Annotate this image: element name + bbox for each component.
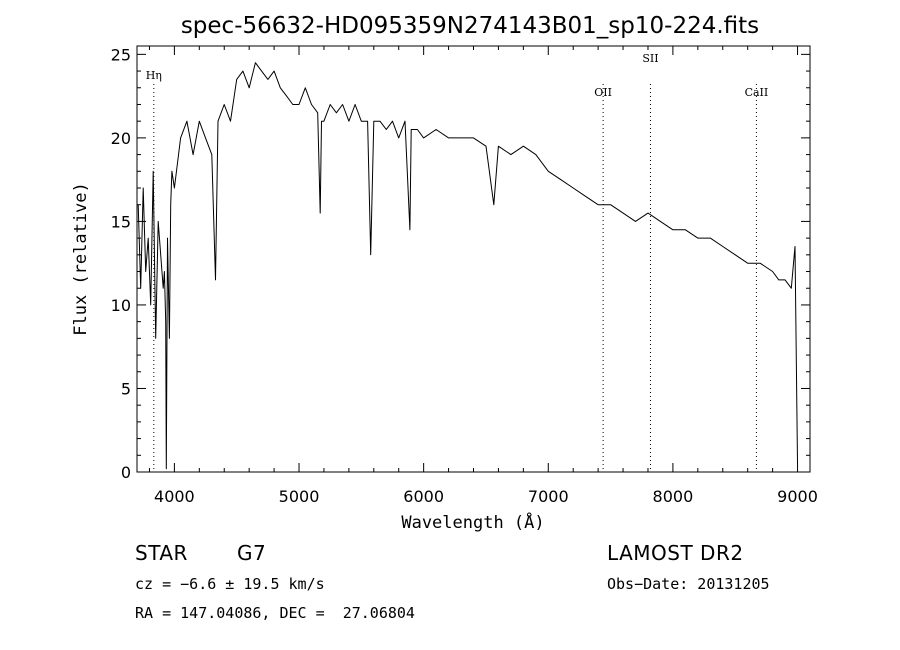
redshift-text: cz = −6.6 ± 19.5 km/s	[135, 575, 325, 593]
y-tick-label: 25	[111, 45, 131, 64]
object-type: STAR	[135, 541, 188, 565]
x-axis-ticks: 4000 5000 6000 7000 8000 9000	[148, 46, 818, 506]
survey-label: LAMOST DR2	[607, 541, 744, 565]
y-tick-label: 20	[111, 129, 131, 148]
chart-title: spec-56632-HD095359N274143B01_sp10-224.f…	[181, 13, 759, 39]
y-tick-label: 15	[111, 212, 131, 231]
x-tick-label: 4000	[154, 487, 195, 506]
spectrum-series	[137, 62, 798, 470]
line-marker-label: Hη	[146, 69, 162, 82]
line-marker-label: SII	[642, 52, 658, 65]
obs-date-text: Obs−Date: 20131205	[607, 575, 770, 593]
plot-frame	[136, 45, 811, 473]
x-tick-label: 5000	[279, 487, 320, 506]
line-marker-label: CaII	[745, 86, 769, 99]
y-axis-label: Flux (relative)	[71, 182, 91, 336]
x-tick-label: 7000	[528, 487, 569, 506]
x-tick-label: 9000	[777, 487, 818, 506]
line-markers: Hη OII SII CaII	[146, 52, 769, 472]
coordinates-text: RA = 147.04086, DEC = 27.06804	[135, 604, 415, 622]
line-marker-label: OII	[594, 86, 612, 99]
x-tick-label: 6000	[403, 487, 444, 506]
x-tick-label: 8000	[653, 487, 694, 506]
x-axis-label: Wavelength (Å)	[401, 511, 544, 533]
spectrum-line	[137, 62, 798, 470]
y-tick-label: 5	[121, 379, 131, 398]
object-subclass: G7	[237, 541, 267, 565]
y-tick-label: 10	[111, 296, 131, 315]
y-tick-label: 0	[121, 463, 131, 482]
y-axis-ticks: 0 5 10 15 20 25	[111, 45, 810, 482]
